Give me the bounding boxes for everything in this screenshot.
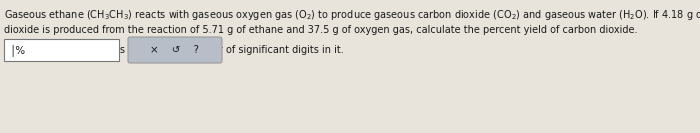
Text: ×    ↺    ?: × ↺ ? — [150, 45, 200, 55]
Text: │%: │% — [9, 44, 25, 56]
Text: dioxide is produced from the reaction of 5.71 g of ethane and 37.5 g of oxygen g: dioxide is produced from the reaction of… — [4, 25, 638, 35]
FancyBboxPatch shape — [128, 37, 222, 63]
Bar — [4, 39, 119, 61]
Text: Gaseous ethane $\mathregular{(CH_3CH_3)}$ reacts with gaseous oxygen gas $\mathr: Gaseous ethane $\mathregular{(CH_3CH_3)}… — [4, 8, 700, 22]
Text: Be sure your answer has the correct number of significant digits in it.: Be sure your answer has the correct numb… — [4, 45, 344, 55]
